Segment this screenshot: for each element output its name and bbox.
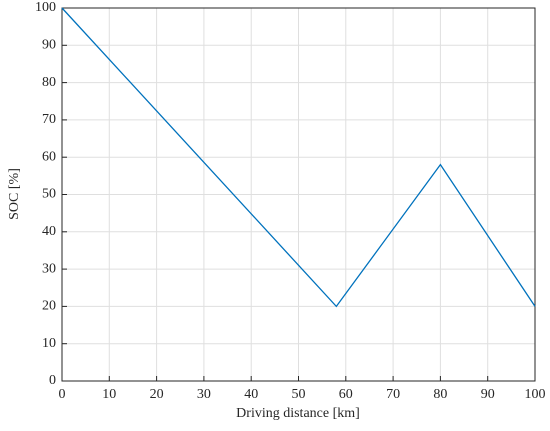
x-tick-label: 10 (102, 387, 116, 402)
data-line (61, 7, 536, 308)
y-tick-label: 40 (42, 224, 56, 239)
y-tick-label: 90 (42, 38, 56, 53)
x-tick-label: 90 (481, 387, 495, 402)
y-tick-label: 100 (35, 0, 56, 15)
y-tick-label: 30 (42, 261, 56, 276)
x-tick-label: 60 (339, 387, 353, 402)
y-tick-label: 20 (42, 299, 56, 314)
x-tick-label: 100 (525, 387, 546, 402)
x-tick-label: 0 (59, 387, 66, 402)
x-tick-label: 80 (433, 387, 447, 402)
y-axis-label: SOC [%] (7, 168, 22, 220)
y-tick-label: 0 (49, 373, 56, 388)
x-tick-label: 50 (292, 387, 306, 402)
y-tick-label: 80 (42, 75, 56, 90)
plot-frame (61, 7, 536, 382)
x-tick-label: 20 (150, 387, 164, 402)
y-tick-label: 50 (42, 187, 56, 202)
x-tick-label: 40 (244, 387, 258, 402)
y-tick-label: 70 (42, 112, 56, 127)
x-tick-label: 30 (197, 387, 211, 402)
x-axis-label: Driving distance [km] (236, 406, 360, 421)
y-tick-label: 60 (42, 149, 56, 164)
y-tick-label: 10 (42, 336, 56, 351)
x-tick-label: 70 (386, 387, 400, 402)
